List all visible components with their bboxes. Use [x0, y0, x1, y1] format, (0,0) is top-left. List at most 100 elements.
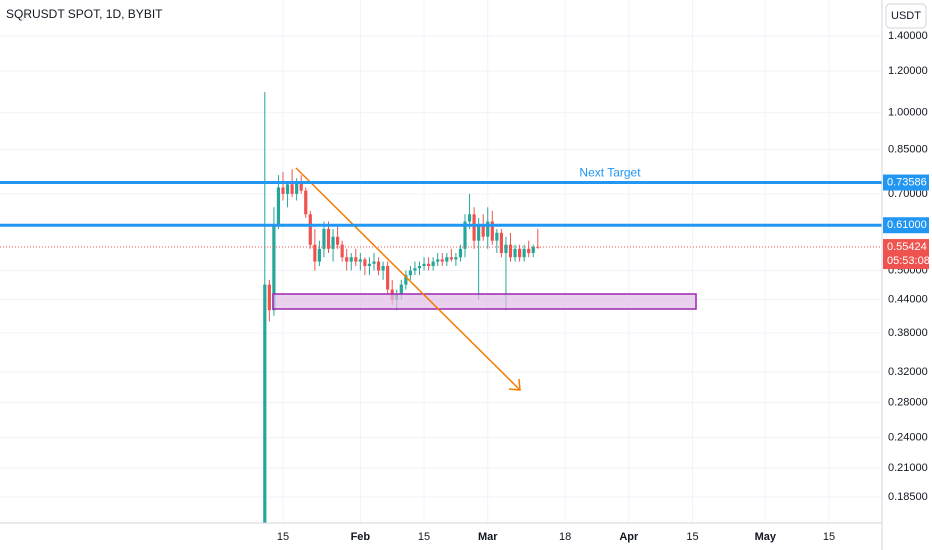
candle-body — [386, 266, 390, 290]
time-axis — [0, 523, 882, 550]
candle-body — [376, 261, 381, 271]
x-tick-label: Feb — [351, 531, 371, 543]
candle-body — [281, 187, 285, 194]
candle-body — [417, 266, 422, 269]
candle-body — [472, 214, 476, 241]
candle-body — [290, 184, 294, 194]
candle-body — [413, 268, 417, 271]
y-tick-label: 0.44000 — [888, 294, 928, 306]
levels: Next Target — [0, 166, 882, 248]
candle-body — [358, 259, 362, 262]
y-tick-label: 0.18500 — [888, 491, 928, 503]
candle-body — [304, 190, 308, 215]
arrow-head — [508, 378, 521, 391]
candle-body — [354, 257, 358, 262]
candles — [263, 91, 540, 523]
candle-body — [340, 244, 344, 258]
currency[interactable]: USDT — [891, 10, 921, 22]
level-label-bg — [883, 217, 929, 234]
candle-body — [518, 248, 522, 258]
candle-body — [345, 257, 349, 262]
candle-body — [363, 259, 367, 267]
y-tick-label: 0.28000 — [888, 396, 928, 408]
level-label-bg — [883, 174, 929, 191]
axes: 1.400001.200001.000000.850000.700000.500… — [277, 30, 930, 543]
y-tick-label: 0.24000 — [888, 432, 928, 444]
y-tick-label: 0.70000 — [888, 188, 928, 200]
currency-button[interactable] — [885, 3, 927, 29]
x-tick-label: May — [755, 531, 777, 543]
candle-body — [308, 214, 312, 245]
title-bg — [0, 0, 180, 30]
candle-body — [267, 284, 271, 311]
candle-body — [322, 228, 326, 249]
candle-body — [431, 261, 435, 267]
candle-body — [326, 228, 331, 249]
level-label: 0.61000 — [887, 219, 927, 231]
candle-body — [295, 181, 299, 194]
x-tick-label: 15 — [686, 531, 698, 543]
x-tick-label: 18 — [559, 531, 571, 543]
candle-body — [499, 232, 503, 253]
candle-body — [531, 246, 535, 253]
price-axis — [882, 0, 932, 550]
y-tick-label: 0.32000 — [888, 366, 928, 378]
candle-body — [436, 259, 440, 262]
x-tick-label: 15 — [277, 531, 289, 543]
candle-body — [527, 248, 531, 253]
candle-body — [449, 257, 453, 260]
drawings — [272, 167, 697, 391]
x-tick-label: 15 — [418, 531, 430, 543]
last-price-bg — [883, 239, 929, 270]
y-tick-label: 0.85000 — [888, 144, 928, 156]
candle-body — [477, 225, 481, 241]
candle-body — [504, 244, 508, 253]
candle-body — [331, 236, 335, 249]
candle-body — [276, 187, 281, 226]
y-tick-label: 0.21000 — [888, 462, 928, 474]
candle-body — [508, 244, 513, 258]
candle-body — [522, 248, 526, 258]
x-tick-label: Mar — [478, 531, 498, 543]
candle-body — [367, 263, 372, 267]
x-tick-label: 15 — [823, 531, 835, 543]
candle-body — [427, 263, 431, 267]
candle-body — [513, 248, 517, 258]
candle-body — [299, 181, 303, 191]
candle-body — [454, 257, 458, 260]
candle-body — [272, 225, 276, 311]
candle-body — [486, 221, 490, 237]
y-tick-label: 1.20000 — [888, 65, 928, 77]
candle-body — [372, 261, 376, 264]
candle-body — [440, 259, 444, 262]
symbol-title: SQRUSDT SPOT, 1D, BYBIT — [6, 7, 163, 21]
candle-body — [349, 257, 353, 262]
candle-body — [458, 248, 463, 258]
y-tick-label: 1.00000 — [888, 107, 928, 119]
countdown: 05:53:08 — [887, 255, 930, 267]
candle-body — [481, 225, 485, 237]
candle-body — [399, 284, 403, 295]
trend-arrow — [295, 167, 521, 391]
grid — [0, 0, 882, 523]
last-price-label: 0.55424 — [887, 241, 927, 253]
y-tick-label: 0.38000 — [888, 327, 928, 339]
candle-body — [422, 263, 426, 267]
y-tick-label: 1.40000 — [888, 30, 928, 42]
candle-body — [467, 214, 472, 222]
candle-body — [408, 270, 412, 276]
x-tick-label: Apr — [619, 531, 639, 543]
level-label: 0.73586 — [887, 176, 927, 188]
candle-body — [285, 184, 290, 194]
candle-body — [490, 221, 494, 241]
candle-body — [336, 236, 340, 245]
candle-body — [263, 284, 267, 523]
candle-body — [463, 221, 467, 249]
annotation: Next Target — [579, 166, 641, 180]
candle-body — [317, 248, 321, 262]
support-zone — [272, 293, 697, 310]
candle-body — [313, 244, 317, 262]
candle-body — [445, 257, 449, 262]
